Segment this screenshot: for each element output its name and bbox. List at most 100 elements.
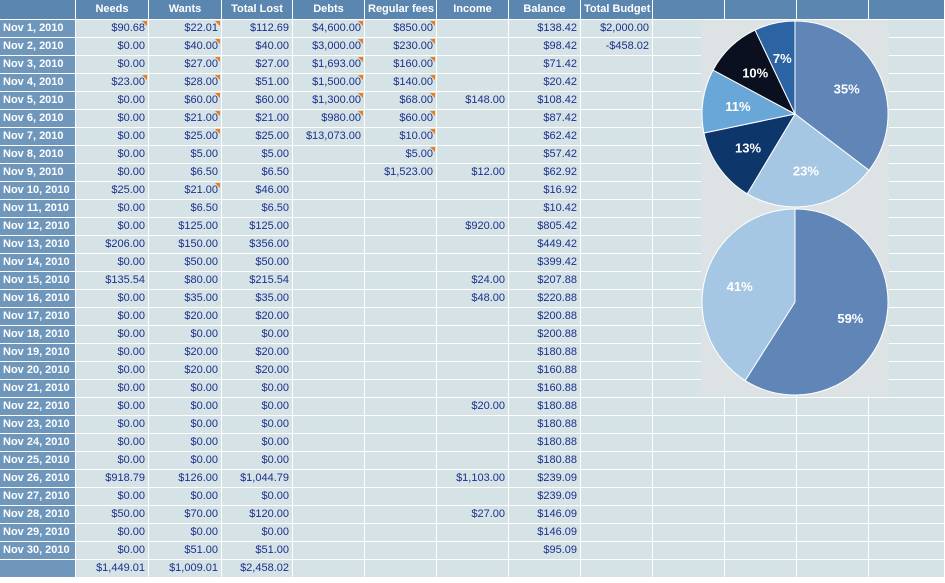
pie-chart-bottom[interactable]: 59% 41% <box>701 208 889 396</box>
cell-balance[interactable]: $95.09 <box>509 542 581 560</box>
empty-cell[interactable] <box>653 470 725 488</box>
cell-total[interactable]: $20.00 <box>222 362 293 380</box>
cell-debts[interactable] <box>293 254 365 272</box>
row-date[interactable]: Nov 3, 2010 <box>0 56 76 74</box>
cell-budget[interactable] <box>581 272 653 290</box>
cell-income[interactable]: $12.00 <box>437 164 509 182</box>
cell-total[interactable]: $51.00 <box>222 542 293 560</box>
cell-wants[interactable]: $0.00 <box>149 380 222 398</box>
row-date[interactable]: Nov 20, 2010 <box>0 362 76 380</box>
cell-budget[interactable] <box>581 164 653 182</box>
row-date[interactable]: Nov 16, 2010 <box>0 290 76 308</box>
cell-fees[interactable] <box>365 542 437 560</box>
pie-slice[interactable] <box>703 113 797 195</box>
cell-budget[interactable] <box>581 434 653 452</box>
cell-wants[interactable]: $40.00 <box>149 38 222 56</box>
column-header[interactable] <box>725 0 797 20</box>
cell-fees[interactable] <box>365 398 437 416</box>
cell-wants[interactable]: $22.01 <box>149 20 222 38</box>
pie-slice[interactable] <box>794 20 889 172</box>
cell-fees[interactable]: $5.00 <box>365 146 437 164</box>
cell-debts[interactable] <box>293 398 365 416</box>
empty-cell[interactable] <box>653 488 725 506</box>
cell-income[interactable] <box>437 362 509 380</box>
cell-total[interactable]: $50.00 <box>222 254 293 272</box>
cell-debts[interactable]: $1,500.00 <box>293 74 365 92</box>
cell-budget[interactable] <box>581 416 653 434</box>
cell-fees[interactable] <box>365 200 437 218</box>
empty-cell[interactable] <box>869 434 945 452</box>
cell-income[interactable]: $48.00 <box>437 290 509 308</box>
cell-total[interactable]: $21.00 <box>222 110 293 128</box>
cell-budget[interactable] <box>581 200 653 218</box>
row-date[interactable]: Nov 29, 2010 <box>0 524 76 542</box>
cell-balance[interactable]: $805.42 <box>509 218 581 236</box>
cell-wants[interactable]: $35.00 <box>149 290 222 308</box>
cell-budget[interactable] <box>581 542 653 560</box>
cell-fees[interactable] <box>365 272 437 290</box>
cell-budget[interactable] <box>581 308 653 326</box>
empty-cell[interactable] <box>797 452 869 470</box>
cell-wants[interactable]: $20.00 <box>149 362 222 380</box>
cell-needs[interactable]: $0.00 <box>76 200 149 218</box>
empty-cell[interactable] <box>725 398 797 416</box>
cell-needs[interactable]: $25.00 <box>76 182 149 200</box>
cell-total[interactable]: $125.00 <box>222 218 293 236</box>
cell-needs[interactable]: $50.00 <box>76 506 149 524</box>
cell-needs[interactable]: $0.00 <box>76 362 149 380</box>
cell-wants[interactable]: $6.50 <box>149 164 222 182</box>
cell-needs[interactable]: $0.00 <box>76 398 149 416</box>
cell-income[interactable] <box>437 344 509 362</box>
row-date[interactable]: Nov 15, 2010 <box>0 272 76 290</box>
cell-total[interactable]: $27.00 <box>222 56 293 74</box>
cell-debts[interactable] <box>293 236 365 254</box>
cell-total[interactable]: $20.00 <box>222 344 293 362</box>
empty-cell[interactable] <box>725 542 797 560</box>
cell-income[interactable] <box>437 146 509 164</box>
empty-cell[interactable] <box>653 434 725 452</box>
cell-debts[interactable] <box>293 290 365 308</box>
cell-balance[interactable]: $180.88 <box>509 416 581 434</box>
cell-total[interactable]: $0.00 <box>222 488 293 506</box>
cell-budget[interactable] <box>581 470 653 488</box>
cell-needs[interactable]: $0.00 <box>76 38 149 56</box>
cell-income[interactable] <box>437 416 509 434</box>
cell-balance[interactable]: $207.88 <box>509 272 581 290</box>
column-header[interactable]: Debts <box>293 0 365 20</box>
empty-cell[interactable] <box>869 506 945 524</box>
cell-wants[interactable]: $20.00 <box>149 308 222 326</box>
cell-income[interactable] <box>437 128 509 146</box>
cell-balance[interactable]: $20.42 <box>509 74 581 92</box>
cell-total[interactable]: $0.00 <box>222 416 293 434</box>
cell-income[interactable]: $24.00 <box>437 272 509 290</box>
column-header[interactable]: Wants <box>149 0 222 20</box>
cell-income[interactable]: $20.00 <box>437 398 509 416</box>
cell-income[interactable] <box>437 110 509 128</box>
row-date[interactable]: Nov 7, 2010 <box>0 128 76 146</box>
cell-debts[interactable]: $980.00 <box>293 110 365 128</box>
total-balance[interactable] <box>509 560 581 578</box>
cell-income[interactable] <box>437 308 509 326</box>
total-wants[interactable]: $1,009.01 <box>149 560 222 578</box>
total-income[interactable] <box>437 560 509 578</box>
cell-debts[interactable] <box>293 452 365 470</box>
cell-budget[interactable] <box>581 488 653 506</box>
cell-needs[interactable]: $0.00 <box>76 434 149 452</box>
cell-budget[interactable] <box>581 452 653 470</box>
cell-needs[interactable]: $0.00 <box>76 92 149 110</box>
cell-fees[interactable]: $1,523.00 <box>365 164 437 182</box>
cell-income[interactable] <box>437 380 509 398</box>
cell-total[interactable]: $25.00 <box>222 128 293 146</box>
cell-debts[interactable] <box>293 542 365 560</box>
cell-wants[interactable]: $27.00 <box>149 56 222 74</box>
cell-budget[interactable] <box>581 362 653 380</box>
cell-budget[interactable] <box>581 326 653 344</box>
empty-cell[interactable] <box>797 560 869 578</box>
cell-total[interactable]: $51.00 <box>222 74 293 92</box>
total-needs[interactable]: $1,449.01 <box>76 560 149 578</box>
row-date[interactable]: Nov 24, 2010 <box>0 434 76 452</box>
column-header[interactable]: Income <box>437 0 509 20</box>
cell-budget[interactable] <box>581 344 653 362</box>
cell-fees[interactable]: $68.00 <box>365 92 437 110</box>
row-date[interactable]: Nov 27, 2010 <box>0 488 76 506</box>
